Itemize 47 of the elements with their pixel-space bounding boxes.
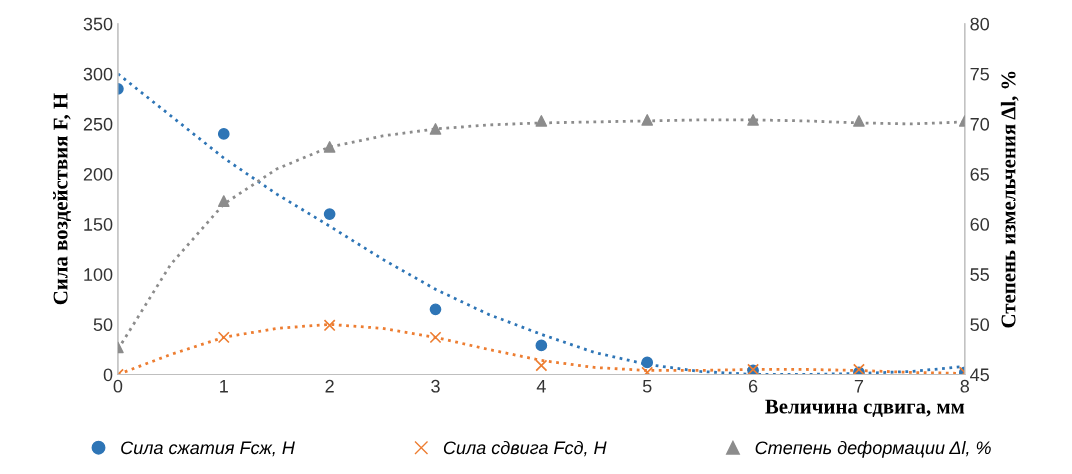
x-tick-label: 7 bbox=[854, 379, 864, 393]
y-tick-label: 100 bbox=[84, 268, 113, 281]
y2-tick-label: 65 bbox=[970, 167, 989, 181]
x-tick-label: 6 bbox=[748, 379, 758, 393]
point bbox=[641, 356, 654, 369]
y2-tick-label: 70 bbox=[970, 117, 990, 131]
point bbox=[535, 115, 548, 127]
x-axis-title: Величина сдвига, мм bbox=[765, 399, 965, 418]
point bbox=[323, 141, 336, 153]
point bbox=[217, 128, 230, 140]
y-tick-label: 300 bbox=[83, 67, 113, 81]
y-tick-label: 250 bbox=[83, 117, 113, 131]
legend-label: Сила сдвига Fсд, Н bbox=[443, 440, 607, 457]
y2-tick-label: 80 bbox=[970, 17, 990, 31]
point bbox=[641, 114, 654, 126]
y2-tick-label: 60 bbox=[970, 218, 990, 231]
point bbox=[217, 195, 230, 207]
x-tick-label: 8 bbox=[960, 379, 970, 393]
y2-tick-label: 50 bbox=[970, 318, 990, 332]
legend-label: Степень деформации Δl, % bbox=[755, 440, 991, 458]
y-tick-label: 150 bbox=[84, 218, 113, 231]
x-tick-label: 0 bbox=[113, 379, 123, 393]
x-tick-label: 5 bbox=[642, 379, 652, 393]
point bbox=[323, 208, 336, 220]
point bbox=[747, 114, 759, 126]
y2-tick-label: 55 bbox=[970, 268, 989, 281]
y-tick-label: 350 bbox=[83, 17, 113, 31]
x-tick-label: 1 bbox=[220, 379, 228, 393]
y2-tick-label: 75 bbox=[970, 67, 989, 81]
y-tick-label: 200 bbox=[83, 167, 113, 181]
point bbox=[429, 303, 442, 316]
point bbox=[217, 331, 230, 344]
y2-axis-title: Степень измельчения Δl, % bbox=[1000, 71, 1019, 328]
point bbox=[535, 339, 548, 352]
x-tick-label: 3 bbox=[431, 379, 440, 393]
point bbox=[323, 319, 336, 332]
legend-label: Сила сжатия Fсж, Н bbox=[121, 441, 295, 457]
y-axis-title: Сила воздействия F, Н bbox=[53, 93, 72, 305]
point bbox=[853, 115, 865, 127]
point bbox=[429, 331, 442, 344]
x-tick-label: 4 bbox=[536, 379, 546, 393]
y-tick-label: 50 bbox=[93, 318, 113, 332]
y-tick-label: 0 bbox=[103, 368, 113, 382]
x-tick-label: 2 bbox=[325, 379, 334, 393]
point bbox=[535, 359, 548, 372]
y2-tick-label: 45 bbox=[970, 368, 989, 382]
point bbox=[429, 123, 442, 135]
